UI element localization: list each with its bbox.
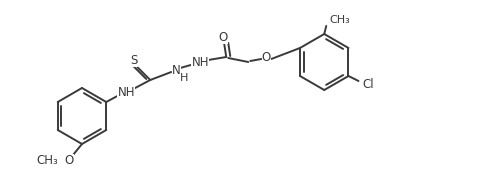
Text: NH: NH <box>118 85 135 99</box>
Text: H: H <box>180 73 188 83</box>
Text: S: S <box>130 54 138 66</box>
Text: Cl: Cl <box>363 77 374 91</box>
Text: N: N <box>172 64 181 76</box>
Text: CH₃: CH₃ <box>36 153 58 166</box>
Text: O: O <box>219 31 228 44</box>
Text: O: O <box>261 51 271 64</box>
Text: O: O <box>64 153 74 166</box>
Text: NH: NH <box>192 55 209 68</box>
Text: CH₃: CH₃ <box>329 15 350 25</box>
